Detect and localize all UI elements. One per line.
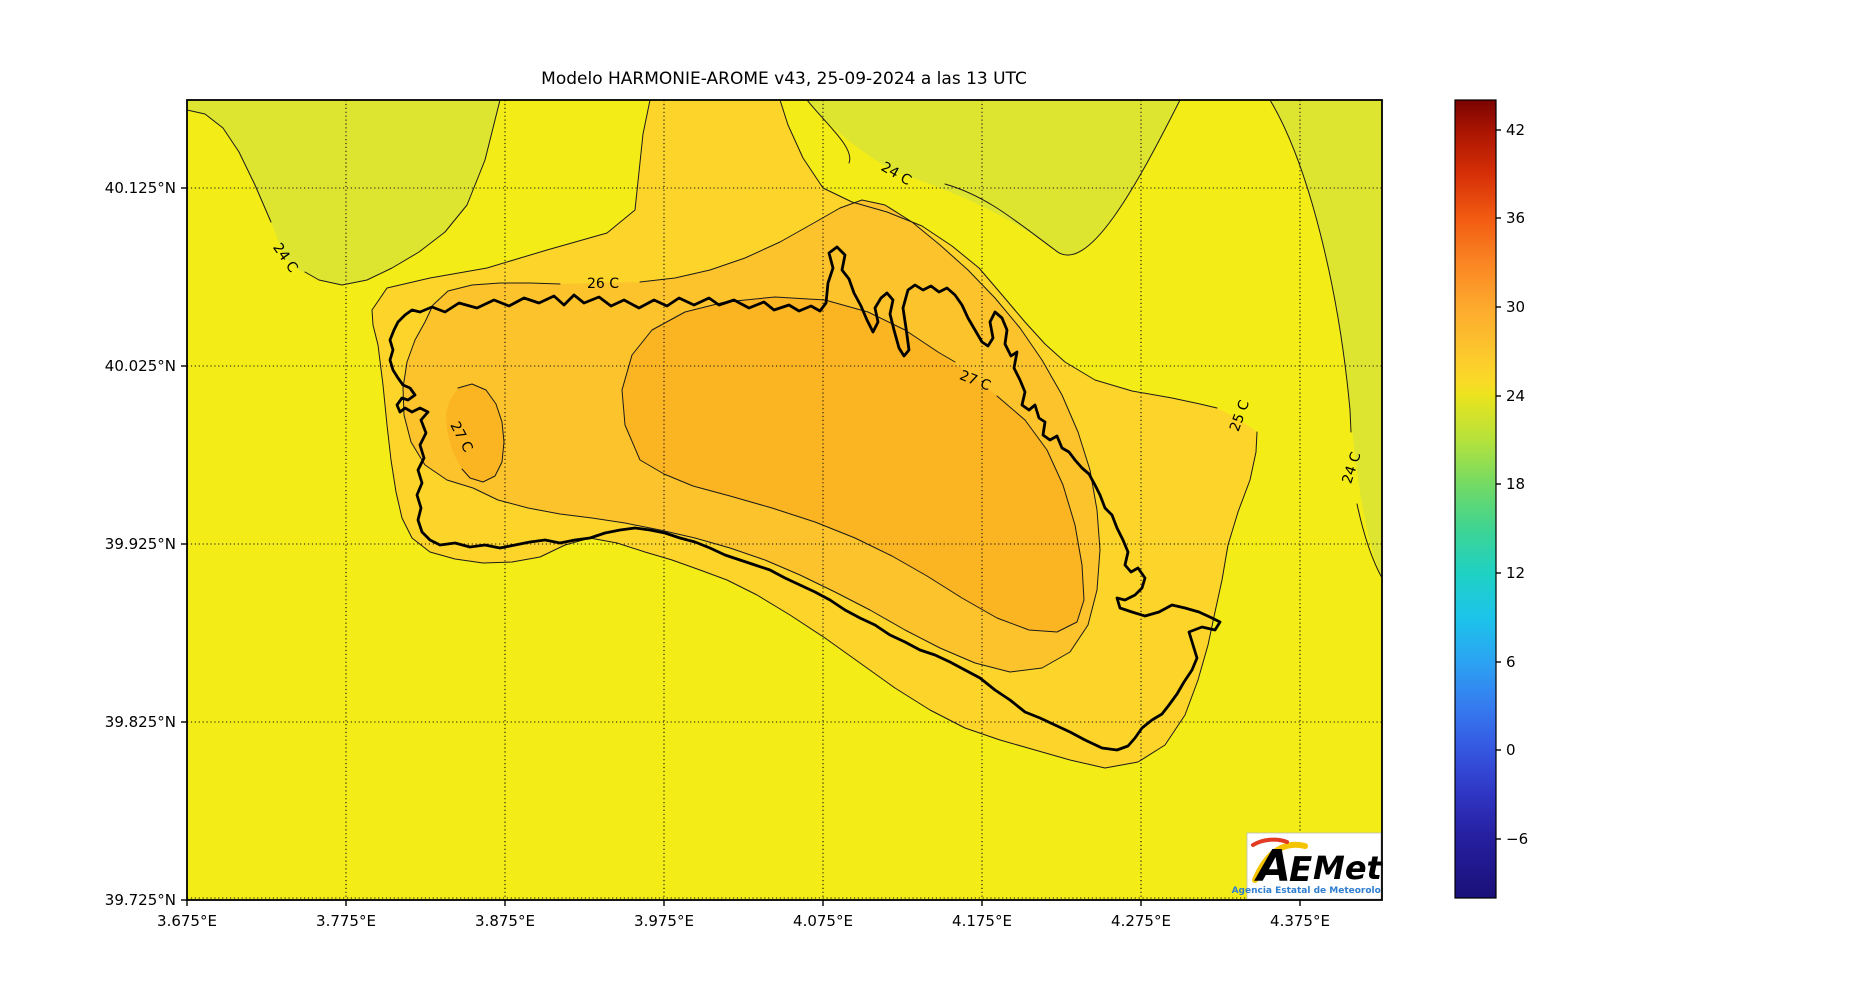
temperature-band-above-27-central: [622, 297, 1084, 632]
colorbar-gradient: [1454, 99, 1497, 899]
plot-title: Modelo HARMONIE-AROME v43, 25-09-2024 a …: [541, 69, 1027, 89]
plot-area: 24 C 24 C 26 C 27 C 27 C 25 C 24 C A E M…: [186, 99, 1397, 901]
x-tick-label: 3.775°E: [316, 912, 376, 930]
contour-line-25: [371, 100, 1258, 769]
contour-line-24-east: [1269, 100, 1352, 433]
aemet-logo-box: [1246, 832, 1382, 900]
colorbar: 42 36 30 24 18 12 6 0 −6: [1454, 99, 1528, 899]
contour-line-25-b: [779, 100, 1218, 409]
contour-line-24-north-b: [944, 100, 1181, 256]
y-tick-label: 40.025°N: [105, 357, 176, 375]
aemet-logo-subtitle: Agencia Estatal de Meteorología: [1232, 886, 1397, 896]
contour-line-26: [402, 199, 1101, 673]
contour-line-27-west: [457, 383, 505, 483]
colorbar-ticks: [1496, 129, 1501, 840]
axes-spines: [186, 99, 1383, 901]
contour-label-26c: 26 C: [587, 276, 619, 292]
y-tick-label: 40.125°N: [105, 179, 176, 197]
x-tick-label: 3.675°E: [157, 912, 217, 930]
contour-line-24-northwest-b: [187, 109, 272, 223]
x-tick-label: 4.175°E: [952, 912, 1012, 930]
aemet-logo-yellow-swoosh-icon: [1252, 841, 1308, 883]
aemet-logo-letter-e: E: [1289, 850, 1312, 890]
colorbar-tick-label: 36: [1506, 209, 1525, 227]
colorbar-tick-label: 6: [1506, 653, 1516, 671]
gridlines: [187, 100, 1382, 900]
contour-line-27-central: [621, 296, 1085, 633]
colorbar-tick-label: −6: [1506, 830, 1528, 848]
x-axis-ticks: [186, 900, 1301, 906]
aemet-logo: A E Met Agencia Estatal de Meteorología: [1232, 832, 1397, 900]
temperature-band-above-27-west: [446, 384, 504, 482]
colorbar-tick-label: 18: [1506, 475, 1525, 493]
temperature-band-below-24-east: [1270, 100, 1382, 578]
contour-line-24-north: [806, 100, 851, 164]
colorbar-tick-label: 0: [1506, 741, 1516, 759]
aemet-logo-red-swoosh-icon: [1251, 837, 1289, 847]
contour-line-24-northwest: [304, 100, 501, 286]
colorbar-tick-label: 24: [1506, 387, 1525, 405]
colorbar-tick-label: 42: [1506, 121, 1525, 139]
contour-lines: [187, 100, 1382, 769]
x-tick-label: 4.375°E: [1270, 912, 1330, 930]
menorca-coastline: [388, 245, 1222, 752]
colorbar-tick-label: 30: [1506, 298, 1525, 316]
x-tick-label: 3.875°E: [475, 912, 535, 930]
colorbar-tick-label: 12: [1506, 564, 1525, 582]
temperature-band-below-24-northwest: [187, 100, 500, 285]
x-axis: 3.675°E 3.775°E 3.875°E 3.975°E 4.075°E …: [157, 900, 1330, 930]
temperature-band-below-24-north: [807, 100, 1180, 256]
y-tick-label: 39.725°N: [105, 891, 176, 909]
contour-line-24-east-b: [1356, 503, 1382, 579]
y-axis: 40.125°N 40.025°N 39.925°N 39.825°N 39.7…: [105, 179, 187, 909]
aemet-logo-letter-a: A: [1254, 841, 1291, 892]
y-tick-label: 39.925°N: [105, 535, 176, 553]
x-tick-label: 4.075°E: [793, 912, 853, 930]
y-axis-ticks: [181, 187, 187, 901]
aemet-logo-letters-met: Met: [1313, 849, 1384, 887]
x-tick-label: 3.975°E: [634, 912, 694, 930]
y-tick-label: 39.825°N: [105, 713, 176, 731]
x-tick-label: 4.275°E: [1111, 912, 1171, 930]
